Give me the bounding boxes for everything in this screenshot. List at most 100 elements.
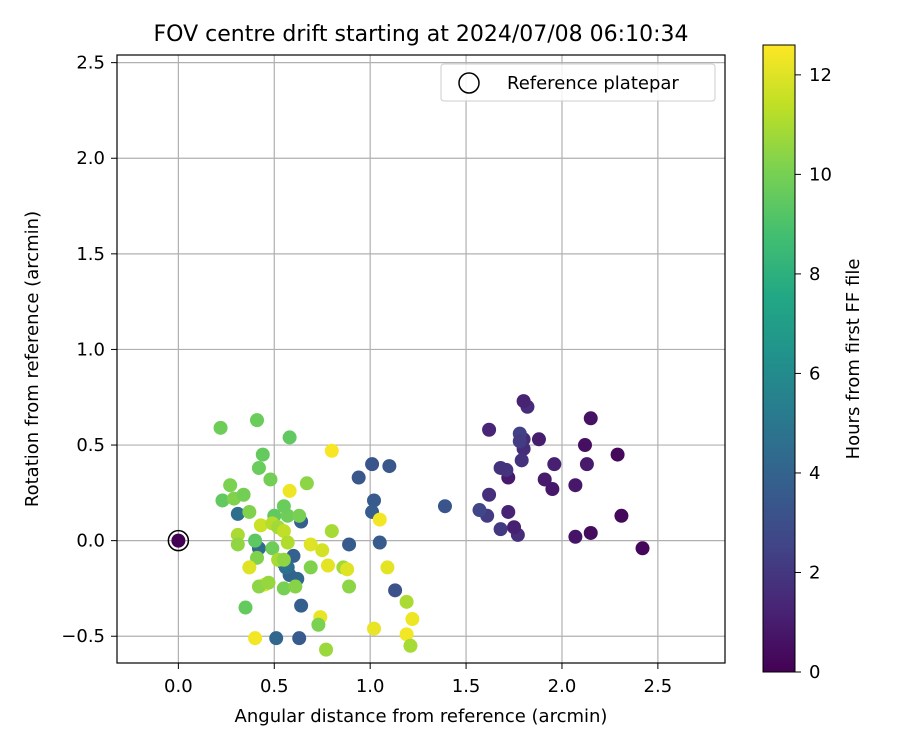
data-point [324,443,339,458]
data-point [282,483,297,498]
data-point [340,562,355,577]
y-tick-label: 1.0 [76,339,105,360]
data-point [568,478,583,493]
data-point [292,508,307,523]
colorbar [762,44,796,673]
data-point [251,460,266,475]
data-point [382,459,397,474]
data-point [342,579,357,594]
data-point [320,558,335,573]
data-point [342,537,357,552]
legend-box [440,63,716,102]
x-tick-label: 1.0 [356,676,385,697]
data-point [577,438,592,453]
data-point [583,525,598,540]
data-point [512,434,527,449]
data-point [545,482,560,497]
data-point [399,627,414,642]
data-point [568,529,583,544]
data-point [437,499,452,514]
data-point [288,579,303,594]
data-point [537,472,552,487]
data-point [319,642,334,657]
colorbar-tick-label: 0 [809,662,820,683]
data-point [215,493,230,508]
data-point [324,524,339,539]
data-point [579,457,594,472]
data-point [501,504,516,519]
y-tick-label: 2.5 [76,53,105,74]
data-point [236,487,251,502]
data-point [261,575,276,590]
data-point [507,520,522,535]
x-axis-ticks: 0.0 0.5 1.0 1.5 2.0 2.5 [164,663,672,697]
legend-label: Reference platepar [507,73,679,94]
data-point [516,394,531,409]
colorbar-ticks: 0 2 4 6 8 10 12 [795,65,832,683]
data-point [242,560,257,575]
y-tick-label: 0.0 [76,531,105,552]
data-point [315,543,330,558]
y-tick-label: 1.5 [76,244,105,265]
data-point [280,535,295,550]
data-point [213,420,228,435]
data-point [547,457,562,472]
colorbar-tick-label: 6 [809,363,820,384]
data-point [351,470,366,485]
colorbar-label: Hours from first FF file [843,259,864,460]
data-point [303,537,318,552]
data-point [493,460,508,475]
data-point [250,550,265,565]
data-point [230,506,245,521]
data-point [282,430,297,445]
x-tick-label: 1.5 [452,676,481,697]
data-point [276,581,291,596]
data-point [311,617,326,632]
grid [117,55,725,663]
data-point [265,541,280,556]
data-point [276,552,291,567]
data-point [614,508,629,523]
data-point [292,631,307,646]
reference-marker [167,529,190,552]
data-point [380,560,395,575]
colorbar-tick-label: 8 [809,264,820,285]
y-axis-label: Rotation from reference (arcmin) [22,211,43,507]
data-point [482,487,497,502]
y-tick-label: −0.5 [61,626,105,647]
x-tick-label: 0.5 [260,676,289,697]
data-point [250,413,265,428]
data-point [230,537,245,552]
data-point [248,631,263,646]
data-point [403,638,418,653]
data-point [223,478,238,493]
colorbar-tick-label: 12 [809,65,832,86]
y-tick-label: 0.5 [76,435,105,456]
data-point [405,612,420,627]
data-point [399,594,414,609]
data-point [253,518,268,533]
data-point [514,453,529,468]
data-point [276,524,291,539]
data-point [367,621,382,636]
colorbar-tick-label: 4 [809,463,820,484]
data-point [365,457,380,472]
data-point [482,422,497,437]
data-point [299,476,314,491]
data-points [213,394,650,657]
data-point [242,504,257,519]
legend-marker [458,72,480,94]
data-point [248,533,263,548]
y-axis-ticks: −0.5 0.0 0.5 1.0 1.5 2.0 2.5 [61,53,117,647]
x-tick-label: 2.0 [548,676,577,697]
y-tick-label: 2.0 [76,148,105,169]
data-point [388,583,403,598]
data-point [276,499,291,514]
colorbar-tick-label: 10 [809,164,832,185]
data-point [472,503,487,518]
x-axis-label: Angular distance from reference (arcmin) [235,706,608,727]
data-point [610,447,625,462]
data-point [367,493,382,508]
data-point [531,432,546,447]
